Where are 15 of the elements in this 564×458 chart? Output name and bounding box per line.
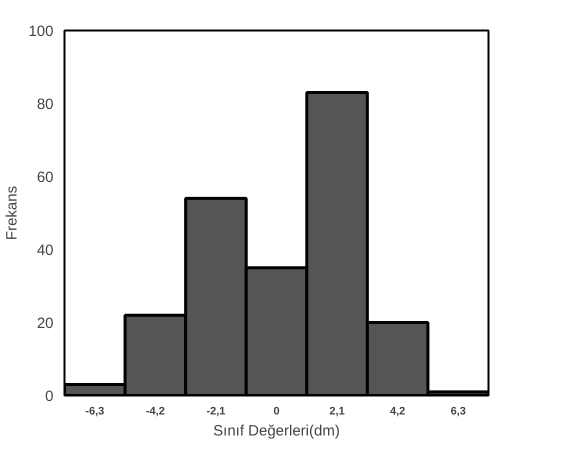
- y-tick-label: 100: [28, 23, 54, 40]
- x-tick-label: -4,2: [146, 406, 165, 418]
- y-tick-label: 80: [36, 96, 54, 113]
- y-tick-label: 60: [36, 169, 54, 186]
- x-tick-label: -6,3: [85, 406, 104, 418]
- x-tick-label: 4,2: [390, 406, 406, 418]
- y-axis-title: Frekans: [3, 186, 20, 240]
- y-tick-label: 20: [36, 315, 54, 332]
- x-tick-label: 6,3: [450, 406, 466, 418]
- x-tick-label: 2,1: [329, 406, 345, 418]
- x-tick-label: -2,1: [206, 406, 226, 418]
- y-tick-label: 0: [45, 388, 54, 405]
- x-tick-label: 0: [273, 406, 280, 418]
- x-axis-title: Sınıf Değerleri(dm): [213, 422, 340, 440]
- y-tick-label: 40: [36, 242, 54, 259]
